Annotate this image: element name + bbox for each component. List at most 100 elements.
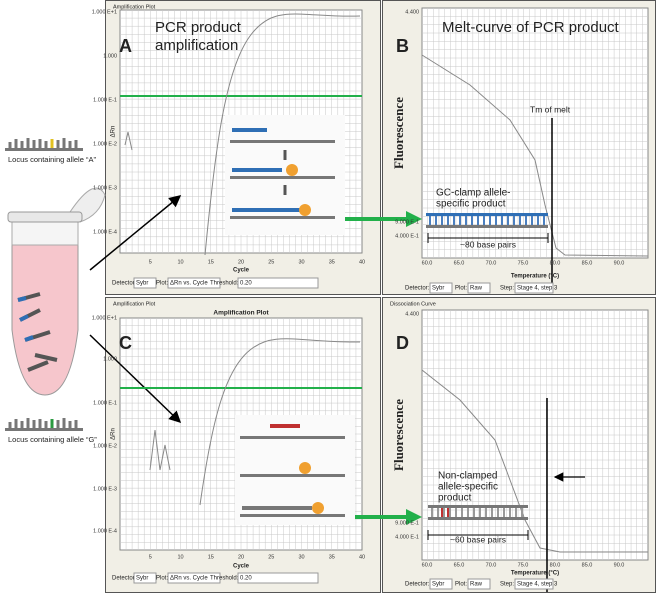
control-label: ΔRn vs. Cycle	[170, 576, 208, 582]
dropdown	[167, 572, 221, 584]
x-tick-label: 25	[268, 259, 274, 265]
x-tick-label: 20	[238, 259, 244, 265]
annotation: GC-clamp allele-	[436, 188, 510, 199]
annotation: product	[438, 493, 472, 504]
control-label: Step:	[500, 286, 514, 292]
panel-header: Dissociation Curve	[390, 301, 436, 307]
x-tick-label: 85.0	[582, 562, 593, 568]
x-tick-label: 10	[177, 554, 183, 560]
curve	[124, 13, 361, 256]
control-label: Detector:	[405, 582, 430, 588]
allele-label: Locus containing allele “A”	[8, 155, 96, 164]
x-tick-label: 70.0	[486, 562, 497, 568]
y-tick-label: 1.000 E-4	[93, 229, 117, 235]
control-label: Raw	[470, 286, 483, 292]
x-tick-label: 80.0	[550, 260, 561, 266]
control-label: Plot:	[156, 281, 168, 287]
panel-header: Amplification Plot	[113, 4, 156, 10]
panel-heading: PCR product	[155, 19, 242, 36]
annotation: ~60 base pairs	[450, 534, 506, 544]
x-tick-label: 85.0	[582, 260, 593, 266]
annotation: specific product	[436, 199, 506, 210]
y-tick-label: 4.400	[405, 9, 419, 15]
x-tick-label: 5	[149, 259, 152, 265]
y-tick-label: 1.000 E-4	[93, 528, 117, 534]
control-label: Stage 4, step 3	[517, 286, 558, 292]
control-label: 0.20	[240, 576, 252, 582]
bracket	[427, 233, 549, 243]
x-tick-label: 75.0	[518, 260, 529, 266]
control-label: Detector:	[112, 576, 137, 582]
x-tick-label: 15	[208, 554, 214, 560]
tube	[7, 187, 106, 396]
x-tick-label: 40	[359, 554, 365, 560]
dropdown	[514, 282, 554, 294]
x-tick-label: 60.0	[422, 260, 433, 266]
annotation: Tm of melt	[530, 104, 571, 114]
y-axis-label: ΔRn	[111, 428, 117, 440]
dropdown	[133, 572, 157, 584]
y-tick-label: 1.000 E-3	[93, 185, 117, 191]
x-tick-label: 90.0	[614, 562, 625, 568]
control-label: Detector:	[405, 286, 430, 292]
curve	[421, 369, 648, 553]
y-tick-label: 1.000	[103, 356, 117, 362]
dropdown	[429, 282, 453, 294]
curve	[149, 338, 361, 506]
control-label: Sybr	[432, 582, 444, 588]
y-tick-label: 4.000 E-1	[395, 534, 419, 540]
panel-letter: A	[119, 36, 132, 56]
panel-letter: D	[396, 333, 409, 353]
dropdown	[467, 578, 491, 590]
control-label: Raw	[470, 582, 483, 588]
y-tick-label: 1.000 E-3	[93, 486, 117, 492]
dropdown	[237, 277, 319, 289]
arrow	[89, 195, 182, 271]
y-tick-label: 4.400	[405, 311, 419, 317]
y-tick-label: 1.000 E+1	[92, 315, 117, 321]
allele-label: Locus containing allele “G”	[8, 435, 97, 444]
x-axis-label: Temperature (°C)	[511, 571, 559, 577]
control-label: Stage 4, step 3	[517, 582, 558, 588]
control-label: Sybr	[136, 576, 148, 582]
x-tick-label: 25	[268, 554, 274, 560]
x-tick-label: 15	[208, 259, 214, 265]
x-tick-label: 35	[329, 554, 335, 560]
control-label: Step:	[500, 582, 514, 588]
x-tick-label: 30	[298, 554, 304, 560]
x-axis-label: Temperature (°C)	[511, 274, 559, 280]
panel-letter: B	[396, 36, 409, 56]
x-tick-label: 30	[298, 259, 304, 265]
control-label: Threshold:	[210, 576, 239, 582]
x-tick-label: 90.0	[614, 260, 625, 266]
x-tick-label: 20	[238, 554, 244, 560]
panel-heading: amplification	[155, 37, 238, 54]
control-label: ΔRn vs. Cycle	[170, 281, 208, 287]
control-label: Sybr	[136, 281, 148, 287]
y-tick-label: 1.000 E-1	[93, 400, 117, 406]
curve	[421, 54, 649, 257]
control-label: Plot:	[455, 286, 467, 292]
y-tick-label: 1.000 E+1	[92, 9, 117, 15]
x-tick-label: 35	[329, 259, 335, 265]
panel-header: Amplification Plot	[113, 301, 156, 307]
x-tick-label: 60.0	[422, 562, 433, 568]
dropdown	[467, 282, 491, 294]
x-tick-label: 65.0	[454, 260, 465, 266]
allele-g-icon	[5, 418, 83, 431]
dropdown	[514, 578, 554, 590]
y-tick-label: 9.000 E-1	[395, 219, 419, 225]
dna-illustration	[225, 115, 548, 525]
x-tick-label: 75.0	[518, 562, 529, 568]
control-label: Detector:	[112, 281, 137, 287]
dropdown	[429, 578, 453, 590]
bracket	[427, 530, 529, 540]
arrow	[89, 334, 182, 424]
control-label: Plot:	[156, 576, 168, 582]
y-axis-label: Fluorescence	[391, 399, 406, 471]
y-tick-label: 1.000 E-2	[93, 443, 117, 449]
x-axis-label: Cycle	[233, 564, 250, 570]
x-tick-label: 65.0	[454, 562, 465, 568]
dropdown	[133, 277, 157, 289]
